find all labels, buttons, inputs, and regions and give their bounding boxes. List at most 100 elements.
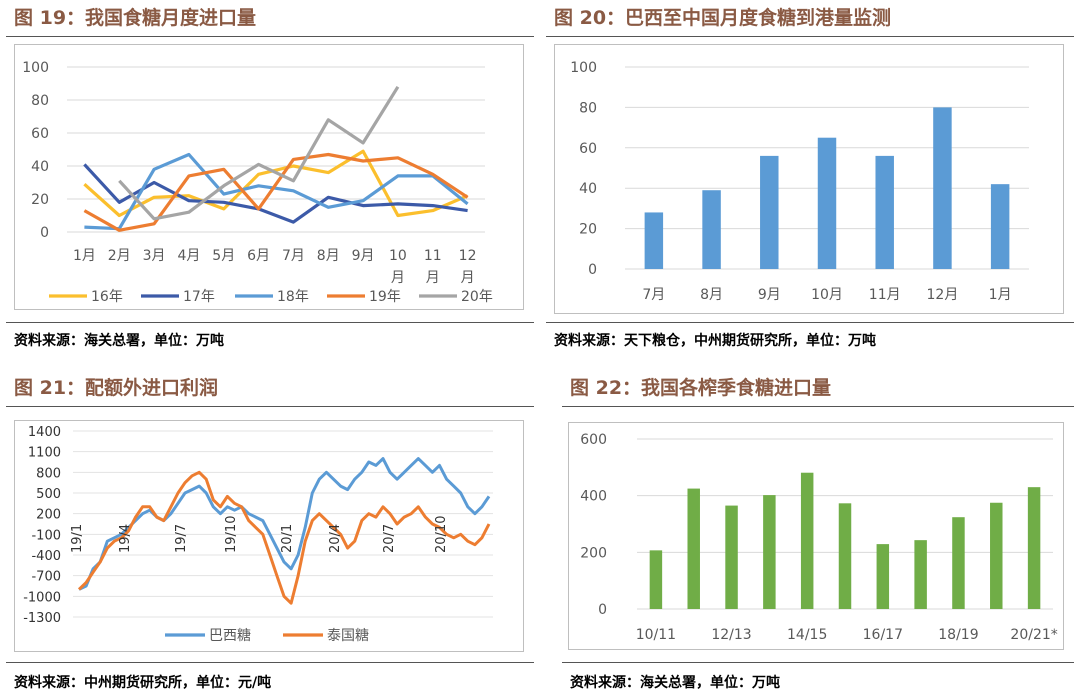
source-rule [562,662,1074,663]
x-tick-label: 4月 [177,248,200,264]
series-line [83,163,468,224]
x-tick-label: 12/13 [711,627,751,643]
bar [933,107,952,270]
x-tick-label: 11月 [869,287,901,303]
y-tick-label: 0 [588,262,597,278]
y-tick-label: 60 [31,126,49,142]
panel-title: 图 19：我国食糖月度进口量 [14,7,257,29]
series-line [83,152,469,232]
title-rule [546,36,1074,37]
source-rule [546,322,1074,323]
y-tick-label: 40 [579,181,597,197]
x-tick-label: 月 [461,270,475,286]
y-tick-label: -700 [31,570,61,585]
y-tick-label: 20 [31,192,49,208]
source-note: 资料来源：海关总署，单位：万吨 [570,675,780,691]
x-tick-label: 10 [389,248,407,264]
source-rule [6,322,534,323]
title-rule [562,406,1074,407]
source-note: 资料来源：天下粮仓，中州期货研究所，单位：万吨 [554,333,876,349]
x-tick-label: 20/10 [434,516,449,553]
bar [763,495,776,609]
series-line [78,457,491,591]
chart-frame: 0 200 400 600 10/11 12/13 14/15 16/17 18/19 20/21… [568,422,1064,650]
y-tick-label: 20 [579,222,597,238]
y-tick-label: 200 [36,508,61,523]
y-tick-label: 1100 [28,446,61,461]
x-tick-label: 19/1 [70,524,85,553]
x-tick-label: 8月 [700,287,723,303]
y-tick-label: 40 [31,159,49,175]
x-tick-label: 7月 [282,248,305,264]
x-tick-label: 7月 [642,287,665,303]
x-tick-label: 20/7 [382,524,397,553]
x-tick-label: 10/11 [636,627,676,643]
panel-title: 图 22：我国各榨季食糖进口量 [570,377,832,399]
bar [838,503,852,609]
y-tick-label: 500 [36,487,61,502]
x-tick-label: 20/1 [280,524,295,553]
x-tick-label: 20/4 [328,524,343,553]
bar [875,155,894,269]
y-tick-label: 600 [580,432,607,448]
bar [914,540,927,609]
x-tick-label: 5月 [212,248,235,264]
legend-label: 16年 [91,289,123,305]
bar [760,155,779,269]
x-tick-label: 9月 [352,248,375,264]
x-tick-label: 12 [459,248,477,264]
x-tick-label: 12月 [927,287,959,303]
bar [687,488,700,609]
series-line [84,152,469,231]
bar [649,550,663,609]
panel-monthly-import: 图 19：我国食糖月度进口量 0 20 40 60 80 100 1月 2月 3月 4月 5月 6月 7… [0,0,540,352]
y-tick-label: 800 [36,466,61,481]
x-tick-label: 月 [426,270,440,286]
y-tick-label: -1300 [23,611,61,626]
panel-title: 图 21：配额外进口利润 [14,377,219,399]
x-tick-label: 16/17 [863,627,903,643]
bar [876,544,890,609]
bar [952,517,965,609]
import-profit-line-chart: 1400 1100 800 500 200 -100 -400 -700 -1000 -1300 1… [23,425,493,644]
legend-label: 19年 [369,289,401,305]
bar [725,505,738,609]
chart-frame: 0 20 40 60 80 100 7月 8月 9月 10月 11月 12月 1月 [554,44,1064,314]
legend-label: 18年 [277,289,309,305]
x-tick-label: 6月 [247,248,270,264]
series-line [77,470,491,605]
source-note: 资料来源：海关总署，单位：万吨 [14,333,224,349]
title-rule [6,36,534,37]
x-tick-label: 19/4 [118,524,133,553]
y-tick-label: 60 [579,141,597,157]
x-tick-label: 1月 [989,287,1012,303]
title-rule [6,406,534,407]
source-note: 资料来源：中州期货研究所，单位：元/吨 [14,675,272,691]
bar [817,137,837,269]
y-tick-label: 400 [580,489,607,505]
legend-label: 20年 [461,289,493,305]
series-line [83,149,469,218]
panel-import-profit: 图 21：配额外进口利润 1400 1100 800 500 200 -100 -400 -7… [0,352,540,696]
x-tick-label: 10月 [811,287,843,303]
y-tick-label: 80 [579,100,597,116]
y-tick-label: -400 [31,549,61,564]
x-tick-label: 19/7 [174,524,189,553]
y-tick-label: 100 [570,60,597,76]
legend-label: 泰国糖 [327,628,369,644]
y-tick-label: 1400 [28,425,61,440]
x-tick-label: 3月 [143,248,166,264]
legend-label: 17年 [183,289,215,305]
bar [800,472,814,609]
y-tick-label: 80 [31,93,49,109]
bar [702,190,721,269]
x-tick-label: 8月 [317,248,340,264]
y-tick-label: 100 [22,60,49,76]
y-tick-label: 0 [598,602,607,618]
chart-frame: 1400 1100 800 500 200 -100 -400 -700 -1000 -1300 1… [14,420,524,652]
series-line [118,85,400,221]
bar [644,212,664,269]
x-tick-label: 18/19 [938,627,978,643]
y-tick-label: -1000 [23,590,61,605]
x-tick-label: 月 [391,270,405,286]
